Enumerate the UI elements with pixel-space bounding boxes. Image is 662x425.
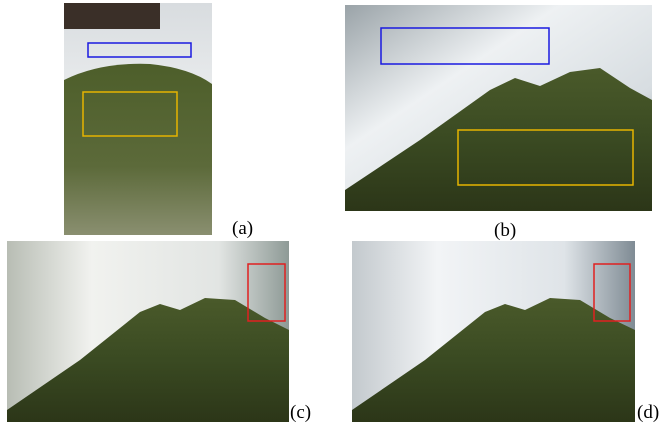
panel-label: (b) <box>494 220 516 241</box>
image-b <box>345 5 652 211</box>
image-a <box>64 3 212 235</box>
panel-label: (d) <box>637 402 659 423</box>
panel-label: (c) <box>290 402 311 423</box>
panel-label: (a) <box>232 218 253 239</box>
image-d <box>352 241 635 422</box>
figure: (a) (b) (c) (d) <box>0 0 662 425</box>
image-c <box>7 241 289 422</box>
page: (a) (b) (c) (d) (() => { const data = JS… <box>0 0 662 425</box>
